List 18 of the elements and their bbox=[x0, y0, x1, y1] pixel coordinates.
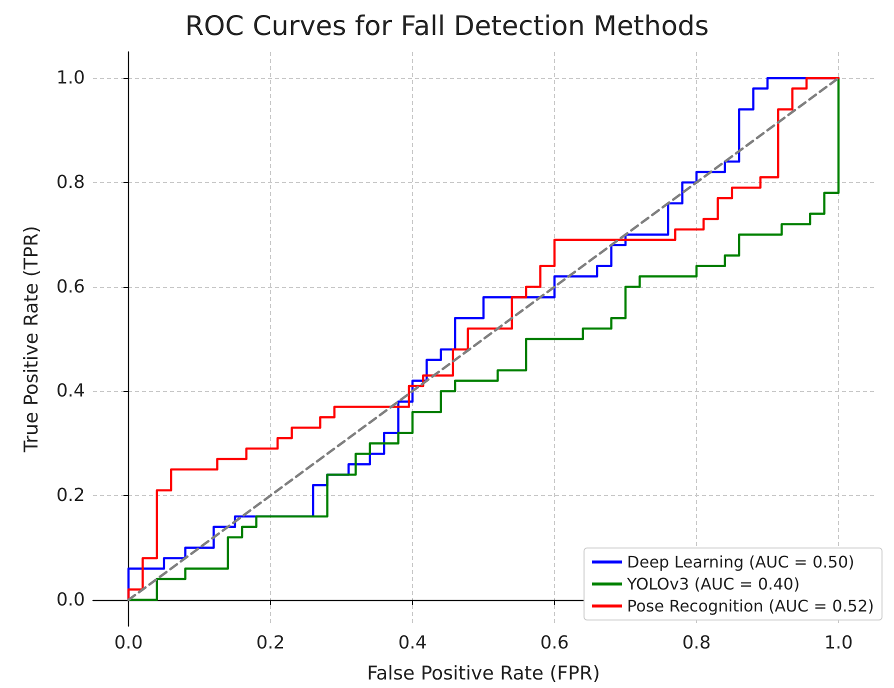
y-tick-label: 0.2 bbox=[56, 485, 85, 506]
x-axis-title: False Positive Rate (FPR) bbox=[366, 662, 600, 684]
y-tick-label: 0.8 bbox=[56, 172, 85, 193]
chart-title: ROC Curves for Fall Detection Methods bbox=[185, 11, 709, 42]
x-tick-label: 0.4 bbox=[398, 632, 427, 654]
legend-label: Deep Learning (AUC = 0.50) bbox=[627, 552, 854, 572]
y-tick-label: 0.0 bbox=[56, 589, 85, 610]
x-tick-label: 0.2 bbox=[256, 632, 285, 654]
x-tick-label: 0.8 bbox=[682, 632, 711, 654]
legend-label: Pose Recognition (AUC = 0.52) bbox=[627, 596, 874, 616]
x-tick-label: 0.0 bbox=[114, 632, 143, 654]
legend-label: YOLOv3 (AUC = 0.40) bbox=[626, 574, 800, 594]
y-tick-label: 0.6 bbox=[56, 276, 85, 298]
x-tick-label: 1.0 bbox=[824, 632, 853, 654]
y-tick-label: 1.0 bbox=[56, 68, 85, 89]
x-tick-label: 0.6 bbox=[540, 632, 569, 654]
y-axis-title: True Positive Rate (TPR) bbox=[20, 226, 42, 454]
y-tick-label: 0.4 bbox=[56, 380, 85, 402]
